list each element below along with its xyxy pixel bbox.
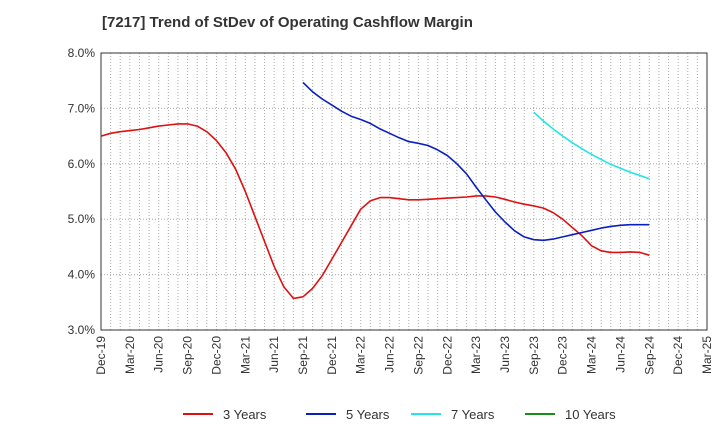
y-tick-label: 4.0% — [68, 268, 96, 282]
legend-label: 10 Years — [565, 407, 616, 422]
x-tick-label: Mar-20 — [123, 336, 137, 374]
chart-title: [7217] Trend of StDev of Operating Cashf… — [102, 14, 473, 31]
x-tick-label: Dec-24 — [671, 336, 685, 375]
x-tick-label: Dec-19 — [94, 336, 108, 375]
legend-label: 7 Years — [451, 407, 495, 422]
series-line — [302, 81, 650, 242]
y-tick-label: 7.0% — [68, 101, 96, 115]
x-tick-label: Sep-23 — [527, 336, 541, 375]
x-tick-label: Mar-21 — [238, 336, 252, 374]
x-tick-label: Dec-20 — [209, 336, 223, 375]
y-tick-label: 3.0% — [68, 323, 96, 337]
series-line — [533, 111, 650, 180]
x-tick-label: Jun-23 — [498, 336, 512, 373]
x-tick-label: Sep-22 — [411, 336, 425, 375]
legend-label: 5 Years — [346, 407, 390, 422]
x-tick-label: Sep-20 — [181, 336, 195, 375]
series-line — [100, 123, 650, 300]
x-tick-label: Jun-21 — [267, 336, 281, 373]
x-tick-label: Mar-23 — [469, 336, 483, 374]
x-tick-label: Dec-23 — [556, 336, 570, 375]
x-tick-label: Jun-24 — [613, 336, 627, 373]
x-tick-label: Jun-20 — [152, 336, 166, 373]
x-tick-label: Sep-21 — [296, 336, 310, 375]
y-tick-label: 8.0% — [68, 46, 96, 60]
x-tick-label: Mar-25 — [700, 336, 714, 374]
x-tick-label: Sep-24 — [642, 336, 656, 375]
x-tick-label: Mar-22 — [354, 336, 368, 374]
legend-label: 3 Years — [223, 407, 267, 422]
x-tick-label: Mar-24 — [585, 336, 599, 374]
x-tick-label: Jun-22 — [383, 336, 397, 373]
x-tick-label: Dec-21 — [325, 336, 339, 375]
plot-frame — [100, 52, 708, 331]
y-tick-label: 6.0% — [68, 157, 96, 171]
x-tick-label: Dec-22 — [440, 336, 454, 375]
y-tick-label: 5.0% — [68, 212, 96, 226]
